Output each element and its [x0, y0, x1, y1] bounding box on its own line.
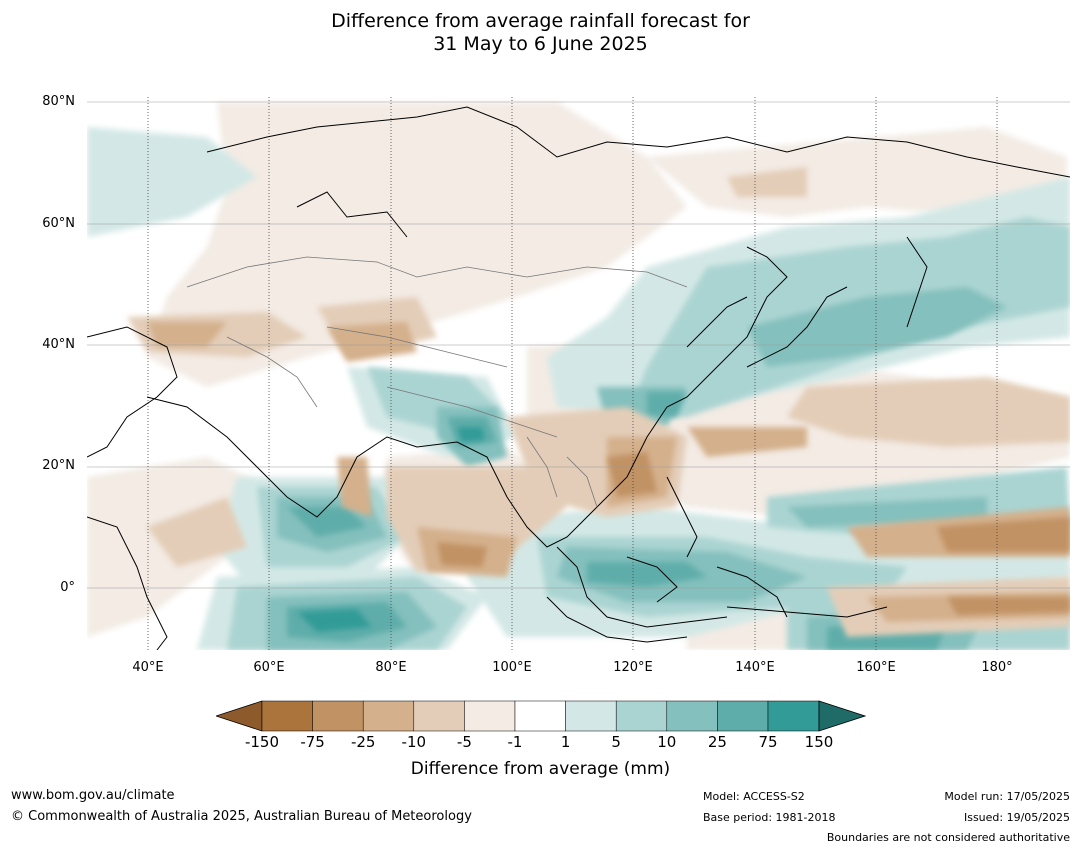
colorbar-svg	[214, 700, 867, 732]
lon-label-100e: 100°E	[492, 660, 532, 675]
lat-label-80n: 80°N	[42, 94, 75, 109]
lon-label-160e: 160°E	[856, 660, 896, 675]
colorbar-label: Difference from average (mm)	[410, 759, 671, 779]
colorbar-tick: 75	[758, 733, 778, 751]
lat-label-20n: 20°N	[42, 458, 75, 473]
colorbar-bin	[261, 700, 313, 732]
lat-label-60n: 60°N	[42, 216, 75, 231]
coastlines	[87, 106, 1070, 650]
title-line-2: 31 May to 6 June 2025	[433, 33, 648, 55]
colorbar-tick: -10	[401, 733, 427, 751]
colorbar-tick: 1	[560, 733, 571, 751]
lon-label-180: 180°	[981, 660, 1013, 675]
colorbar-bin	[615, 700, 668, 732]
lon-label-40e: 40°E	[132, 660, 164, 675]
colorbar-tick: -25	[350, 733, 376, 751]
colorbar-bin	[464, 700, 516, 732]
colorbar-tick: -5	[456, 733, 472, 751]
lon-label-80e: 80°E	[375, 660, 407, 675]
colorbar-extend-low	[214, 700, 263, 732]
colorbar-bin	[666, 700, 718, 732]
copyright-text: © Commonwealth of Australia 2025, Austra…	[11, 809, 472, 824]
colorbar-bin	[514, 700, 566, 732]
colorbar-bin	[767, 700, 820, 732]
country-borders	[186, 256, 688, 508]
disclaimer-text: Boundaries are not considered authoritat…	[826, 831, 1070, 844]
issued-text: Issued: 19/05/2025	[963, 811, 1070, 824]
rainfall-map	[87, 97, 1070, 650]
colorbar-tick: -150	[244, 733, 280, 751]
website-link[interactable]: www.bom.gov.au/climate	[11, 788, 175, 803]
colorbar-bin	[312, 700, 364, 732]
colorbar	[214, 700, 867, 732]
graticule	[87, 101, 1070, 589]
model-text: Model: ACCESS-S2	[703, 790, 805, 803]
colorbar-tick: 25	[707, 733, 727, 751]
map-svg	[87, 97, 1070, 650]
colorbar-bin	[413, 700, 465, 732]
colorbar-tick: -1	[507, 733, 523, 751]
colorbar-tick: -75	[300, 733, 325, 751]
lon-label-140e: 140°E	[735, 660, 775, 675]
colorbar-tick: 150	[804, 733, 834, 751]
meridians	[147, 97, 998, 650]
lat-label-40n: 40°N	[42, 337, 75, 352]
colorbar-tick: 5	[611, 733, 621, 751]
model-run-text: Model run: 17/05/2025	[944, 790, 1070, 803]
title-line-1: Difference from average rainfall forecas…	[331, 10, 750, 32]
lat-label-0: 0°	[60, 580, 75, 595]
colorbar-bin	[362, 700, 415, 732]
colorbar-tick: 10	[657, 733, 677, 751]
colorbar-extend-high	[818, 700, 867, 732]
colorbar-bin	[565, 700, 617, 732]
lon-label-120e: 120°E	[613, 660, 653, 675]
lon-label-60e: 60°E	[253, 660, 285, 675]
map-title: Difference from average rainfall forecas…	[0, 10, 1081, 56]
base-period-text: Base period: 1981-2018	[703, 811, 836, 824]
colorbar-bin	[717, 700, 769, 732]
